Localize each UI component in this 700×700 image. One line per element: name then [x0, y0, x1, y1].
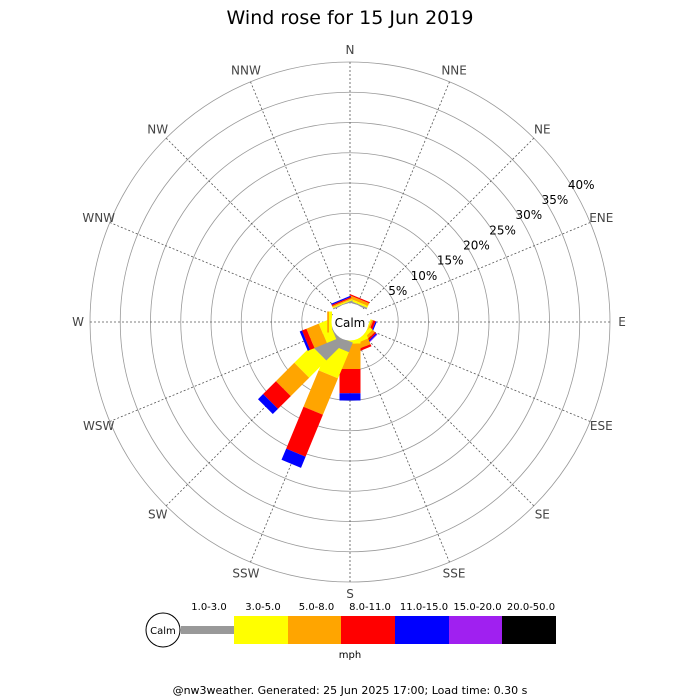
bar-segment-s-4: [339, 393, 361, 401]
bar-segment-nnw-1: [332, 299, 353, 309]
dir-label-ne: NE: [534, 123, 551, 137]
dir-label-se: SE: [535, 507, 550, 521]
ring-label: 5%: [388, 284, 407, 298]
ring-label: 15%: [437, 254, 464, 268]
legend: Calm 1.0-3.0 3.0-5.0 5.0-8.0 8.0-11.0 11.0-15…: [145, 602, 556, 661]
bar-segment-sw-4: [258, 394, 278, 414]
legend-swatch-2: [288, 616, 341, 644]
bar-segment-ssw-4: [281, 448, 306, 468]
bar-segment-nne-2: [348, 295, 370, 306]
bar-segment-sw-1: [294, 345, 327, 378]
legend-calm-label: Calm: [150, 626, 176, 637]
dir-label-wsw: WSW: [83, 419, 114, 433]
dir-label-nnw: NNW: [231, 64, 261, 78]
legend-label-1: 3.0-5.0: [245, 602, 280, 613]
legend-label-2: 5.0-8.0: [299, 602, 334, 613]
dir-label-sw: SW: [148, 507, 168, 521]
ring-label: 30%: [515, 208, 542, 222]
bar-segment-wsw-4: [299, 330, 310, 351]
grid: N NNE NE ENE E ESE SE SSE S SSW SW WSW W WNW NW NNW: [72, 43, 626, 601]
spoke-ne: [362, 137, 535, 310]
spoke-sse: [356, 338, 450, 563]
spoke-wsw: [109, 328, 334, 422]
bar-segment-w-2: [327, 311, 329, 333]
legend-label-0: 1.0-3.0: [191, 602, 226, 613]
ring-label: 10%: [411, 269, 438, 283]
spoke-nnw: [250, 81, 344, 306]
bars: [258, 294, 378, 468]
dir-label-n: N: [346, 43, 355, 57]
ring-label: 35%: [542, 193, 569, 207]
legend-label-3: 8.0-11.0: [349, 602, 391, 613]
spoke-wnw: [109, 222, 334, 316]
dir-label-wnw: WNW: [82, 211, 115, 225]
spoke-ene: [366, 222, 591, 316]
legend-swatch-3: [341, 616, 395, 644]
bar-segment-w-1: [329, 311, 332, 333]
legend-label-5: 15.0-20.0: [453, 602, 501, 613]
ring-label: 20%: [463, 239, 490, 253]
legend-unit: mph: [339, 650, 361, 661]
bar-segment-ssw-3: [286, 406, 323, 457]
dir-label-e: E: [618, 315, 626, 329]
ring-labels: 5% 10%15%20% 25%30%35%40%: [388, 178, 594, 298]
legend-label-4: 11.0-15.0: [400, 602, 448, 613]
dir-label-ese: ESE: [590, 419, 613, 433]
dir-label-ssw: SSW: [232, 566, 259, 580]
bar-segment-nne-0: [347, 299, 368, 310]
ring-label: 40%: [568, 178, 595, 192]
bar-segment-wsw-3: [302, 328, 315, 350]
bar-segment-ssw-2: [303, 370, 338, 415]
legend-swatch-1: [234, 616, 288, 644]
dir-label-sse: SSE: [443, 566, 466, 580]
dir-label-nw: NW: [147, 123, 168, 137]
bar-segment-nne-1: [347, 298, 368, 308]
legend-calm-circle: [145, 612, 181, 648]
footer-text: @nw3weather. Generated: 25 Jun 2025 17:0…: [173, 684, 528, 697]
bar-segment-sw-0: [311, 327, 345, 361]
calm-circle: [331, 303, 369, 341]
calm-label: Calm: [335, 316, 366, 330]
legend-swatch-5: [449, 616, 502, 644]
legend-label-6: 20.0-50.0: [507, 602, 555, 613]
ring-3: [240, 212, 460, 432]
ring-5: [180, 152, 520, 492]
legend-swatch-0: [181, 626, 234, 634]
spoke-se: [362, 334, 535, 507]
legend-swatch-4: [395, 616, 449, 644]
dir-label-s: S: [346, 587, 354, 601]
spoke-nw: [165, 137, 338, 310]
bar-segment-s-3: [339, 369, 361, 394]
dir-label-w: W: [72, 315, 84, 329]
dir-label-ene: ENE: [589, 211, 613, 225]
bar-segment-nnw-4: [331, 295, 351, 305]
chart-title: Wind rose for 15 Jun 2019: [227, 7, 474, 29]
ring-7: [119, 91, 581, 553]
bar-segment-nne-3: [349, 294, 370, 304]
dir-label-nne: NNE: [441, 64, 467, 78]
legend-swatch-6: [502, 616, 556, 644]
bar-segment-sw-3: [263, 381, 291, 409]
calm-center: Calm: [331, 303, 369, 341]
ring-label: 25%: [489, 223, 516, 237]
spoke-nne: [356, 81, 450, 306]
bar-segment-nnw-3: [331, 296, 352, 306]
bar-segment-nnw-0: [332, 300, 353, 310]
bar-segment-nnw-2: [332, 298, 352, 308]
bar-segment-wsw-2: [306, 323, 327, 349]
spoke-ese: [366, 328, 591, 422]
bar-segment-sw-2: [275, 362, 310, 397]
